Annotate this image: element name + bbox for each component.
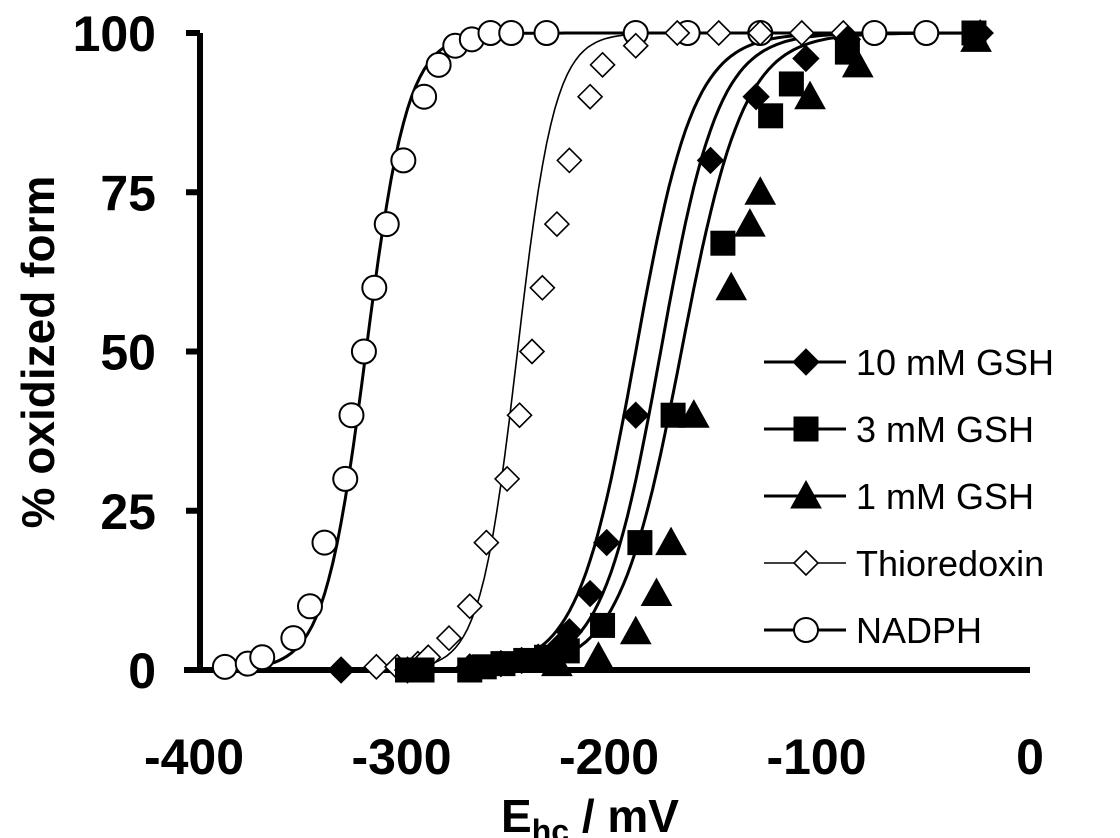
data-point-nadph bbox=[425, 51, 452, 78]
data-point-nadph bbox=[390, 147, 417, 174]
data-point-10-mm-gsh bbox=[592, 528, 621, 557]
legend: 10 mM GSH 3 mM GSH 1 mM GSH Thioredoxin NADP… bbox=[764, 342, 1054, 651]
x-axis-title: Ehc / mV bbox=[501, 790, 679, 838]
data-point-thioredoxin bbox=[788, 19, 815, 47]
y-tick-label: 50 bbox=[100, 325, 156, 381]
legend-item-3-mm-gsh: 3 mM GSH bbox=[764, 409, 1034, 450]
axis-ticks: 0 25 50 75 100 -400 -300 -200 -100 0 bbox=[73, 6, 1044, 785]
fit-curve-nadph bbox=[224, 31, 927, 671]
x-tick-label: -400 bbox=[144, 729, 244, 785]
y-tick-label: 100 bbox=[73, 6, 156, 62]
data-point-thioredoxin bbox=[529, 274, 556, 301]
data-point-nadph bbox=[280, 625, 307, 652]
y-tick-label: 75 bbox=[100, 165, 156, 221]
data-point-thioredoxin bbox=[456, 593, 483, 620]
data-point-thioredoxin bbox=[543, 210, 571, 238]
legend-marker-10-mm-gsh bbox=[792, 348, 820, 376]
data-point-1-mm-gsh bbox=[678, 399, 710, 428]
data-point-thioredoxin bbox=[506, 402, 533, 429]
legend-item-10-mm-gsh: 10 mM GSH bbox=[764, 342, 1054, 383]
data-point-10-mm-gsh bbox=[393, 656, 422, 684]
data-point-3-mm-gsh bbox=[590, 612, 616, 638]
data-point-nadph bbox=[361, 274, 388, 301]
data-point-10-mm-gsh bbox=[696, 146, 725, 175]
data-point-10-mm-gsh bbox=[555, 618, 584, 646]
data-point-nadph bbox=[373, 211, 400, 238]
legend-marker-nadph bbox=[793, 617, 819, 643]
legend-item-nadph: NADPH bbox=[764, 610, 982, 651]
x-tick-label: 0 bbox=[1016, 729, 1044, 785]
data-markers bbox=[211, 19, 994, 684]
x-tick-label: -300 bbox=[351, 729, 451, 785]
legend-marker-1-mm-gsh bbox=[790, 479, 822, 509]
x-tick-label: -200 bbox=[559, 729, 659, 785]
y-tick-label: 25 bbox=[100, 484, 156, 540]
data-point-thioredoxin bbox=[518, 338, 546, 365]
data-point-thioredoxin bbox=[589, 51, 616, 78]
data-point-nadph bbox=[498, 20, 525, 46]
data-point-thioredoxin bbox=[747, 19, 774, 47]
data-point-1-mm-gsh bbox=[619, 615, 652, 645]
data-point-1-mm-gsh bbox=[640, 577, 673, 607]
data-point-1-mm-gsh bbox=[715, 271, 748, 301]
legend-item-thioredoxin: Thioredoxin bbox=[764, 543, 1044, 584]
data-point-10-mm-gsh bbox=[742, 82, 770, 111]
data-point-1-mm-gsh bbox=[744, 176, 777, 205]
data-point-10-mm-gsh bbox=[966, 19, 994, 47]
data-point-nadph bbox=[332, 465, 359, 492]
legend-item-1-mm-gsh: 1 mM GSH bbox=[764, 476, 1034, 517]
x-axis-title-unit: / mV bbox=[569, 790, 679, 838]
legend-label: NADPH bbox=[856, 610, 982, 651]
data-point-3-mm-gsh bbox=[660, 402, 686, 428]
data-point-10-mm-gsh bbox=[792, 44, 820, 73]
data-point-thioredoxin bbox=[705, 19, 732, 47]
y-tick-label: 0 bbox=[128, 643, 156, 699]
data-point-1-mm-gsh bbox=[582, 641, 615, 670]
data-point-nadph bbox=[296, 593, 323, 620]
legend-marker-3-mm-gsh bbox=[793, 416, 819, 442]
data-point-10-mm-gsh bbox=[833, 25, 862, 54]
data-point-3-mm-gsh bbox=[778, 71, 804, 97]
legend-label: Thioredoxin bbox=[856, 543, 1044, 584]
data-point-10-mm-gsh bbox=[576, 579, 604, 608]
data-point-nadph bbox=[861, 20, 888, 46]
data-point-nadph bbox=[249, 644, 276, 671]
legend-marker-thioredoxin bbox=[792, 549, 820, 577]
data-point-3-mm-gsh bbox=[710, 230, 736, 256]
data-point-3-mm-gsh bbox=[627, 530, 653, 556]
data-point-nadph bbox=[533, 20, 560, 46]
data-point-nadph bbox=[411, 83, 438, 110]
data-point-thioredoxin bbox=[664, 19, 691, 47]
data-point-nadph bbox=[311, 529, 338, 556]
y-axis-title: % oxidized form bbox=[12, 176, 64, 529]
data-point-thioredoxin bbox=[363, 653, 390, 680]
legend-label: 1 mM GSH bbox=[856, 476, 1034, 517]
x-axis-title-main: E bbox=[501, 790, 532, 838]
data-point-thioredoxin bbox=[473, 529, 500, 556]
data-point-10-mm-gsh bbox=[524, 643, 552, 671]
data-point-nadph bbox=[350, 338, 377, 365]
x-tick-label: -100 bbox=[766, 729, 866, 785]
data-point-thioredoxin bbox=[435, 625, 463, 652]
data-point-10-mm-gsh bbox=[456, 653, 484, 681]
data-point-thioredoxin bbox=[622, 32, 649, 59]
data-point-thioredoxin bbox=[576, 83, 604, 110]
series-nadph bbox=[211, 20, 940, 680]
data-point-10-mm-gsh bbox=[622, 401, 650, 429]
legend-label: 10 mM GSH bbox=[856, 342, 1054, 383]
data-point-nadph bbox=[913, 20, 940, 46]
data-point-3-mm-gsh bbox=[758, 103, 784, 129]
data-point-nadph bbox=[211, 653, 238, 680]
data-point-1-mm-gsh bbox=[655, 526, 687, 556]
data-point-1-mm-gsh bbox=[734, 208, 766, 237]
data-point-10-mm-gsh bbox=[327, 656, 355, 684]
data-point-nadph bbox=[338, 402, 365, 429]
legend-label: 3 mM GSH bbox=[856, 409, 1034, 450]
x-axis-title-sub: hc bbox=[532, 813, 569, 838]
data-point-thioredoxin bbox=[493, 465, 521, 493]
series-10-mm-gsh bbox=[327, 19, 994, 684]
data-point-thioredoxin bbox=[556, 147, 583, 174]
